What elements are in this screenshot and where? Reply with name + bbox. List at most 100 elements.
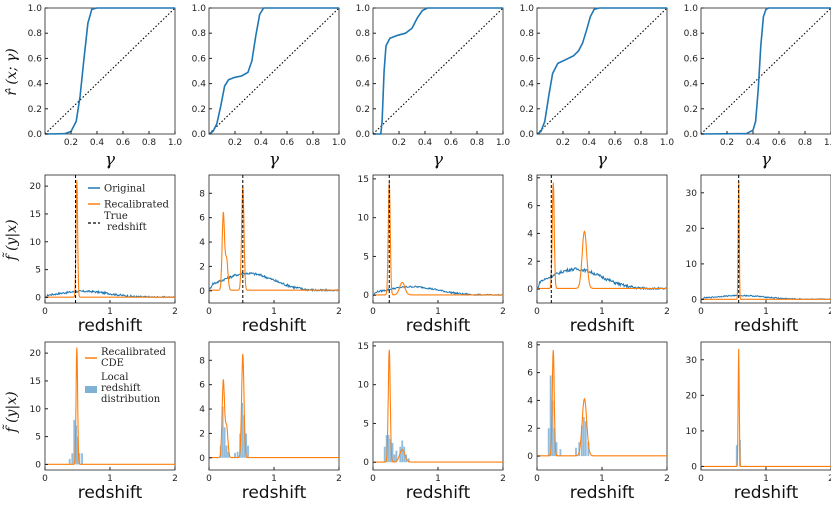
x-tick-label: 0 bbox=[206, 474, 212, 484]
hist-bar bbox=[551, 400, 554, 457]
y-axis-label: r̂ (x; γ) bbox=[4, 48, 20, 96]
y-tick-label: 8 bbox=[527, 174, 533, 184]
hist-bar bbox=[68, 458, 71, 465]
pit-panel-1: 0.2 0.4 0.6 0.8 1.0 0.0 0.2 0.4 0.6 0.8 1.0 γ bbox=[28, 4, 183, 170]
hist-bar bbox=[559, 449, 562, 457]
hist-bar bbox=[243, 415, 246, 458]
recalibrated-cde-curve bbox=[45, 347, 175, 465]
y-tick-label: 0.2 bbox=[356, 105, 370, 115]
x-tick-label: 1 bbox=[599, 474, 605, 484]
y-tick-label: 0.2 bbox=[520, 105, 534, 115]
hist-bar bbox=[385, 435, 388, 463]
plot-frame bbox=[700, 7, 831, 135]
y-tick-label: 6 bbox=[527, 369, 533, 379]
x-tick-label: 0.2 bbox=[392, 138, 406, 148]
x-tick-label: 2 bbox=[336, 307, 342, 317]
x-tick-label: 0 bbox=[42, 307, 48, 317]
x-tick-label: 0.4 bbox=[746, 138, 761, 148]
hist-bar bbox=[223, 427, 226, 458]
recalibrated-curve bbox=[537, 182, 667, 289]
recalibrated-cde-curve bbox=[537, 350, 667, 457]
x-tick-label: 1 bbox=[271, 474, 277, 484]
y-tick-label: 1.0 bbox=[356, 4, 371, 14]
legend-label-cde-line: Recalibrated bbox=[101, 347, 166, 358]
pit-panel-5: 0.2 0.4 0.6 0.8 1.0 0.0 0.2 0.4 0.6 0.8 1.0 γ bbox=[684, 4, 831, 170]
y-tick-label: 6 bbox=[199, 381, 205, 391]
hist-bar bbox=[73, 419, 76, 465]
hist-bar bbox=[241, 402, 244, 458]
y-tick-label: 0.2 bbox=[192, 105, 206, 115]
hist-bar bbox=[247, 445, 249, 458]
legend-label-hist-line: redshift bbox=[101, 383, 141, 394]
y-tick-label: 0.8 bbox=[192, 29, 207, 39]
x-tick-label: 0.6 bbox=[116, 138, 131, 148]
x-tick-label: 1 bbox=[763, 474, 769, 484]
x-tick-label: 1 bbox=[435, 307, 441, 317]
recalibrated-curve bbox=[45, 180, 175, 298]
legend-row3: Recalibrated CDE Local redshift distribution bbox=[85, 347, 166, 405]
y-tick-label: 0.6 bbox=[28, 54, 43, 64]
legend-label-true-line: redshift bbox=[107, 222, 147, 233]
y-tick-label: 10 bbox=[358, 214, 370, 224]
hist-bar bbox=[75, 425, 78, 465]
hist-bar bbox=[227, 451, 230, 458]
legend-label-original: Original bbox=[104, 184, 145, 195]
x-tick-label: 0 bbox=[534, 307, 540, 317]
hist-bar bbox=[71, 453, 74, 465]
x-tick-label: 0.8 bbox=[798, 138, 813, 148]
y-tick-label: 0.6 bbox=[520, 54, 535, 64]
y-tick-label: 15 bbox=[358, 342, 369, 352]
x-tick-label: 0.4 bbox=[418, 138, 433, 148]
y-tick-label: 20 bbox=[686, 391, 698, 401]
x-axis-label: redshift bbox=[734, 316, 799, 336]
hist-panel-5: 0120102030redshift bbox=[686, 341, 831, 503]
recalibrated-cde-curve bbox=[373, 349, 503, 463]
legend-label-true-line: True bbox=[104, 211, 128, 222]
hist-bar bbox=[403, 446, 406, 463]
x-axis-label: redshift bbox=[242, 483, 307, 503]
x-tick-label: 1 bbox=[107, 474, 113, 484]
x-tick-label: 2 bbox=[828, 307, 831, 317]
x-axis-label: redshift bbox=[570, 483, 635, 503]
legend-label-cde-line: CDE bbox=[101, 358, 124, 369]
x-axis-label: redshift bbox=[406, 483, 471, 503]
y-tick-label: 8 bbox=[199, 189, 205, 199]
y-tick-label: 0 bbox=[199, 454, 205, 464]
y-tick-label: 30 bbox=[686, 189, 698, 199]
x-tick-label: 0.2 bbox=[556, 138, 570, 148]
hist-bar bbox=[245, 433, 247, 458]
y-tick-label: 5 bbox=[363, 252, 369, 262]
x-axis-label: redshift bbox=[78, 483, 143, 503]
y-tick-label: 0.0 bbox=[356, 130, 371, 140]
hist-bar bbox=[580, 425, 583, 457]
legend-label-recalibrated: Recalibrated bbox=[104, 200, 169, 211]
y-tick-label: 2 bbox=[199, 262, 205, 272]
hist-bar bbox=[389, 438, 392, 463]
cde-panel-3: 0 1 2 0 5 10 15 redshift bbox=[358, 174, 506, 336]
hist-panel-4: 0 1 2 0 2 4 6 8 redshift bbox=[527, 341, 670, 503]
x-tick-label: 0.4 bbox=[90, 138, 105, 148]
x-tick-label: 0.2 bbox=[720, 138, 734, 148]
x-tick-label: 2 bbox=[664, 307, 670, 317]
y-tick-label: 0.8 bbox=[684, 29, 699, 39]
hist-panel-3: 0 1 2 0 5 10 15 redshift bbox=[358, 341, 506, 503]
hist-bar bbox=[236, 451, 239, 458]
hist-bar bbox=[401, 440, 404, 463]
x-tick-label: 1 bbox=[599, 307, 605, 317]
y-tick-label: 0 bbox=[363, 458, 369, 468]
y-tick-label: 4 bbox=[199, 405, 205, 415]
y-tick-label: 0 bbox=[527, 452, 533, 462]
hist-bar bbox=[735, 445, 738, 467]
hist-bar bbox=[393, 454, 396, 463]
y-tick-label: 0.6 bbox=[684, 54, 699, 64]
x-axis-label: redshift bbox=[406, 316, 471, 336]
x-tick-label: 1 bbox=[763, 307, 769, 317]
hist-bar bbox=[81, 453, 83, 465]
legend-label-hist-line: distribution bbox=[101, 394, 161, 405]
x-tick-label: 0.8 bbox=[634, 138, 649, 148]
x-tick-label: 2 bbox=[336, 474, 342, 484]
x-axis-label: γ bbox=[269, 150, 280, 170]
y-tick-label: 5 bbox=[363, 419, 369, 429]
original-curve bbox=[44, 289, 175, 299]
